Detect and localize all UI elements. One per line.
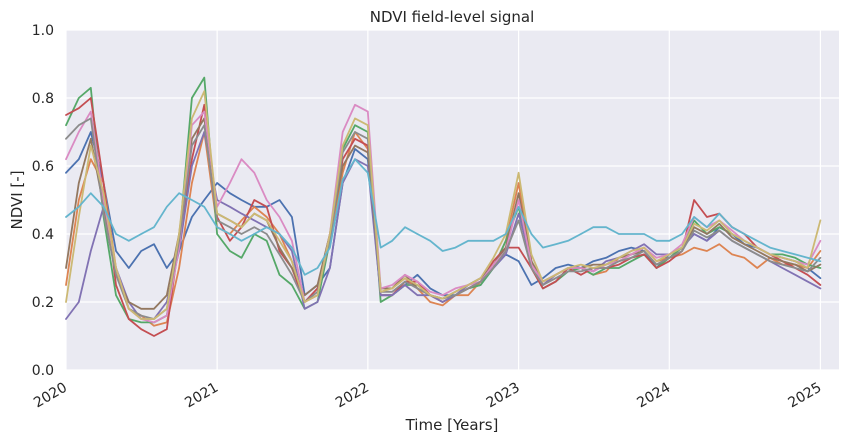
y-tick-label: 0.2 [32, 295, 54, 311]
chart-title: NDVI field-level signal [370, 8, 535, 26]
plot-area [66, 30, 839, 370]
x-tick-label: 2022 [333, 380, 372, 412]
x-tick-labels: 2020 2021 2022 2023 2024 2025 [31, 380, 824, 412]
y-tick-label: 0.4 [32, 227, 54, 243]
series-line-10 [65, 158, 822, 276]
y-axis-label: NDVI [-] [8, 170, 26, 229]
x-tick-label: 2025 [786, 380, 825, 412]
x-tick-label: 2023 [484, 380, 523, 412]
y-tick-label: 0.6 [32, 159, 54, 175]
series-line-2 [65, 131, 822, 327]
x-tick-label: 2021 [182, 380, 221, 412]
x-tick-label: 2020 [31, 380, 70, 412]
y-tick-labels: 0.0 0.2 0.4 0.6 0.8 1.0 [32, 23, 54, 379]
x-tick-label: 2024 [634, 380, 673, 412]
series-line-9 [65, 90, 822, 320]
y-gridlines [66, 29, 839, 371]
y-tick-label: 1.0 [32, 23, 54, 39]
y-tick-label: 0.0 [32, 363, 54, 379]
x-axis-label: Time [Years] [405, 416, 499, 434]
y-tick-label: 0.8 [32, 91, 54, 107]
series-line-5 [65, 131, 822, 320]
series-lines [65, 76, 822, 337]
